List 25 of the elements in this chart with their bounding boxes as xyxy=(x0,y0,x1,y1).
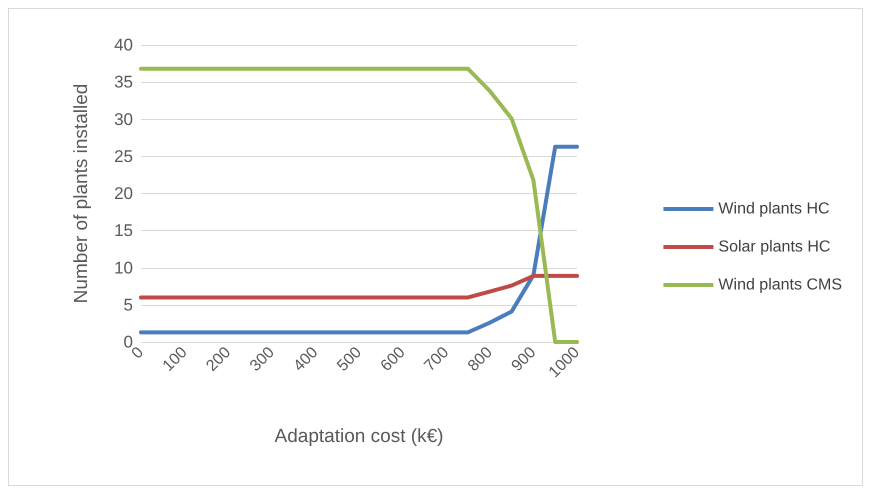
y-tick-label: 40 xyxy=(114,36,133,54)
x-tick-label: 300 xyxy=(246,344,278,375)
x-tick-label: 100 xyxy=(160,344,191,375)
y-tick-label: 15 xyxy=(114,221,133,240)
x-tick-label: 800 xyxy=(464,344,496,375)
x-tick-label: 200 xyxy=(203,344,234,375)
y-tick-label: 25 xyxy=(114,146,133,166)
y-axis-title: Number of plants installed xyxy=(71,84,92,304)
line-series xyxy=(139,274,579,300)
x-tick-label: 600 xyxy=(378,344,409,375)
legend-label: Solar plants HC xyxy=(718,238,830,256)
x-tick-label: 500 xyxy=(334,344,366,375)
legend-label: Wind plants CMS xyxy=(718,276,842,294)
line-series xyxy=(139,66,579,344)
y-tick-label: 20 xyxy=(114,184,133,203)
x-tick-label: 700 xyxy=(421,344,452,375)
legend-label: Wind plants HC xyxy=(718,200,830,218)
y-tick-label: 10 xyxy=(114,258,133,278)
x-axis-title: Adaptation cost (k€) xyxy=(274,426,444,447)
line-series xyxy=(139,144,579,334)
x-tick-label: 400 xyxy=(290,344,322,375)
y-tick-label: 5 xyxy=(124,295,133,314)
y-tick-label: 35 xyxy=(114,72,133,92)
y-tick-label: 30 xyxy=(114,110,133,129)
x-tick-label: 900 xyxy=(508,344,540,375)
